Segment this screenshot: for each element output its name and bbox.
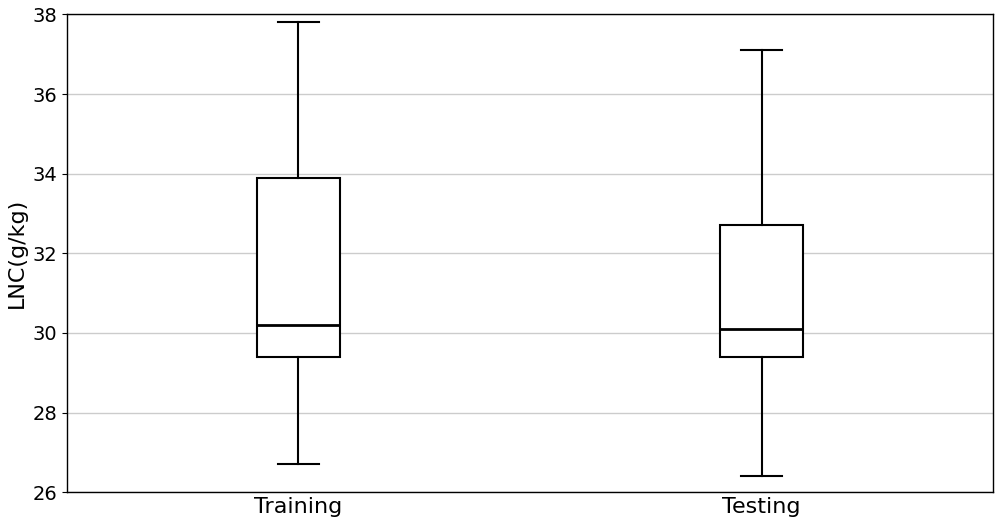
PathPatch shape [257,178,340,357]
PathPatch shape [720,225,803,357]
Y-axis label: LNC(g/kg): LNC(g/kg) [7,198,27,309]
